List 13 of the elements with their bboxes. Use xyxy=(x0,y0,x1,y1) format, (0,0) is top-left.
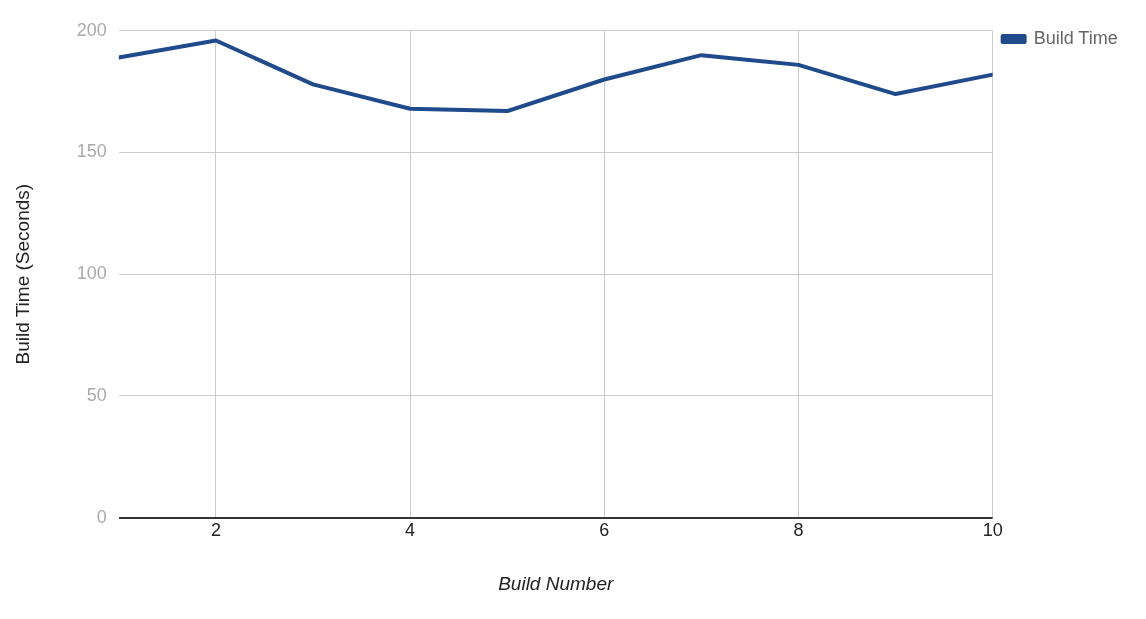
y-axis-title: Build Time (Seconds) xyxy=(11,183,33,365)
y-tick-label: 200 xyxy=(76,19,107,40)
x-tick-label: 4 xyxy=(405,520,416,541)
y-tick-label: 150 xyxy=(76,141,107,162)
y-tick-label: 100 xyxy=(76,263,107,284)
y-tick-label: 50 xyxy=(86,384,107,405)
x-tick-label: 2 xyxy=(210,520,221,541)
x-axis-title: Build Number xyxy=(498,572,614,594)
y-tick-label: 0 xyxy=(96,506,107,527)
x-tick-label: 10 xyxy=(982,520,1003,541)
legend-label: Build Time xyxy=(1033,27,1118,48)
x-tick-label: 6 xyxy=(599,520,610,541)
x-tick-label: 8 xyxy=(793,520,804,541)
